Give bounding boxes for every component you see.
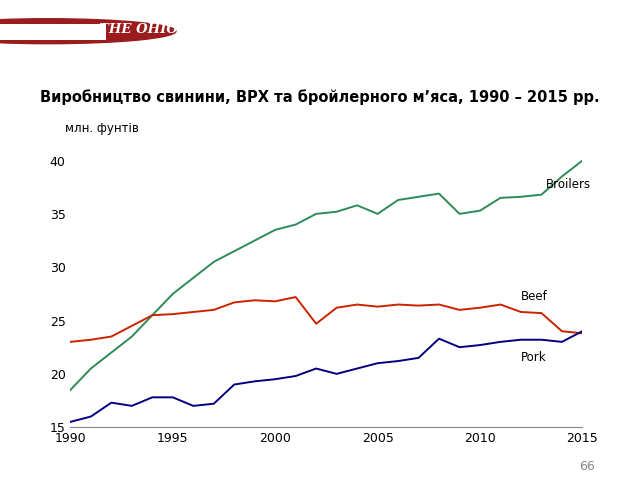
Text: млн. фунтів: млн. фунтів [65,122,139,135]
Text: Виробництво свинини, ВРХ та бройлерного м’яса, 1990 – 2015 рр.: Виробництво свинини, ВРХ та бройлерного … [40,89,600,105]
Circle shape [0,9,278,54]
Text: 66: 66 [579,460,595,473]
FancyBboxPatch shape [0,24,106,40]
Circle shape [0,19,176,44]
Text: THE OHIO STATE UNIVERSITY: THE OHIO STATE UNIVERSITY [99,24,332,36]
Text: Broilers: Broilers [545,178,591,191]
Text: Beef: Beef [521,289,548,302]
Text: Pork: Pork [521,351,547,364]
